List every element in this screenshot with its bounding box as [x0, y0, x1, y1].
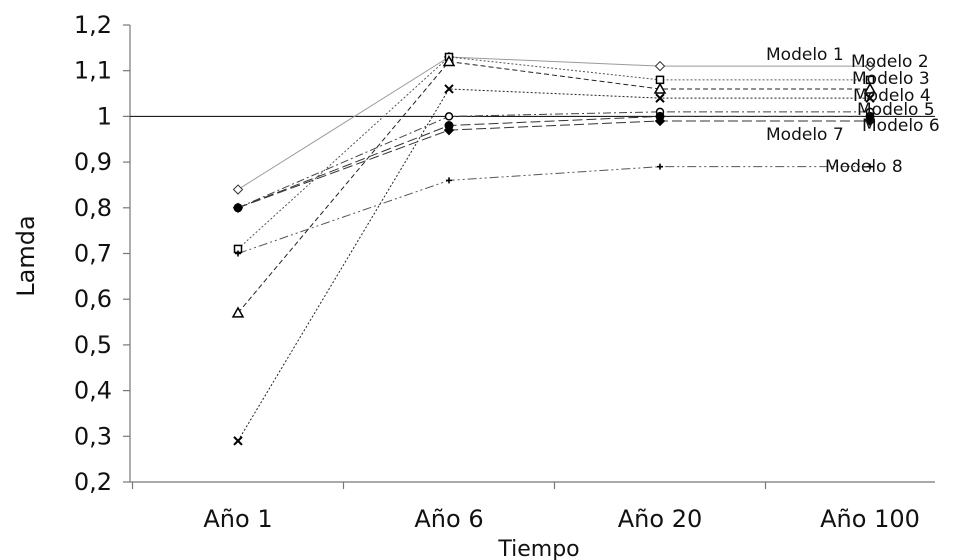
marker-diamond-filled	[864, 115, 876, 127]
marker-diamond-open	[654, 60, 666, 72]
series-label: Modelo 8	[825, 157, 903, 177]
y-tick-label: 0,8	[74, 194, 112, 222]
y-tick-label: 0,2	[74, 468, 112, 496]
marker-triangle-open	[653, 82, 667, 94]
x-tick-label: Año 6	[414, 505, 483, 533]
marker-x	[655, 93, 665, 103]
marker-plus	[446, 177, 452, 184]
series-group	[237, 56, 870, 442]
y-tick-label: 1,1	[74, 57, 112, 85]
marker-triangle-open	[863, 82, 877, 94]
series-label: Modelo 5	[857, 100, 935, 120]
x-tick-label: Año 1	[203, 505, 272, 533]
chart-axes: 0,2 0,3 0,4 0,5 0,6 0,7 0,8 0,9 1 1,1 1,2 Año 1 Año …	[74, 11, 935, 533]
series-line	[237, 120, 870, 209]
series-line	[237, 166, 870, 254]
marker-x	[233, 436, 243, 446]
marker-diamond-filled	[232, 202, 244, 214]
y-axis-title: Lamda	[12, 215, 40, 296]
series-line	[237, 88, 870, 442]
y-tick-label: 0,4	[74, 377, 112, 405]
marker-circle-open	[444, 112, 454, 121]
series-label: Modelo 7	[766, 125, 844, 145]
marker-x	[444, 84, 454, 94]
marker-plus	[867, 163, 873, 170]
series-label: Modelo 3	[852, 69, 930, 89]
marker-x	[865, 93, 875, 103]
marker-plus	[235, 250, 241, 257]
marker-diamond-filled	[443, 124, 455, 136]
y-tick-label: 0,3	[74, 422, 112, 450]
y-tick-label: 1,2	[74, 11, 112, 39]
marker-plus	[657, 163, 663, 170]
series-line	[237, 61, 870, 314]
series-line	[237, 56, 870, 190]
y-tick-label: 1	[97, 102, 112, 130]
y-tick-label: 0,7	[74, 240, 112, 268]
x-tick-label: Año 20	[618, 505, 702, 533]
x-tick-label: Año 100	[820, 505, 920, 533]
series-line	[237, 115, 870, 209]
series-label: Modelo 2	[851, 52, 929, 72]
marker-diamond-filled	[654, 115, 666, 127]
series-label: Modelo 4	[853, 86, 931, 106]
y-tick-label: 0,6	[74, 285, 112, 313]
series-line	[237, 111, 870, 209]
x-axis-title: Tiempo	[497, 537, 579, 560]
marker-triangle-open	[231, 306, 245, 318]
marker-diamond-open	[864, 60, 876, 72]
y-tick-label: 0,5	[74, 331, 112, 359]
marker-triangle-open	[442, 55, 456, 67]
marker-square-open	[655, 75, 665, 85]
series-label: Modelo 1	[766, 45, 844, 65]
y-tick-label: 0,9	[74, 148, 112, 176]
marker-diamond-open	[232, 184, 244, 195]
series-label: Modelo 6	[862, 116, 940, 136]
markers-group	[231, 51, 877, 446]
